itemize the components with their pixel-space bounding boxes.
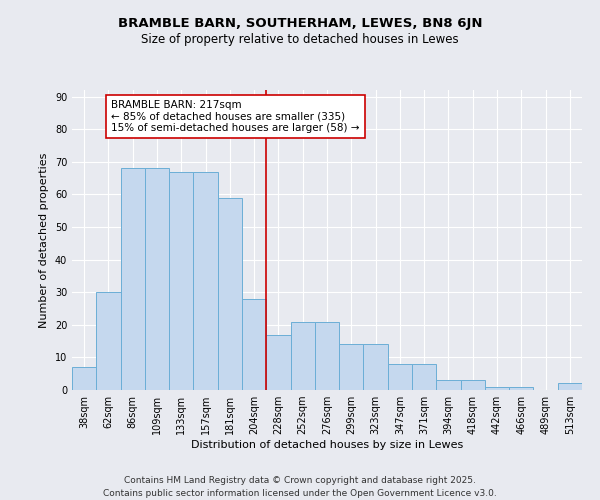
Bar <box>485 386 509 390</box>
Bar <box>412 364 436 390</box>
Bar <box>364 344 388 390</box>
Text: Contains HM Land Registry data © Crown copyright and database right 2025.
Contai: Contains HM Land Registry data © Crown c… <box>103 476 497 498</box>
X-axis label: Distribution of detached houses by size in Lewes: Distribution of detached houses by size … <box>191 440 463 450</box>
Bar <box>96 292 121 390</box>
Bar <box>169 172 193 390</box>
Bar <box>290 322 315 390</box>
Y-axis label: Number of detached properties: Number of detached properties <box>39 152 49 328</box>
Bar <box>461 380 485 390</box>
Bar <box>193 172 218 390</box>
Bar <box>509 386 533 390</box>
Bar <box>218 198 242 390</box>
Bar <box>145 168 169 390</box>
Text: Size of property relative to detached houses in Lewes: Size of property relative to detached ho… <box>141 32 459 46</box>
Bar <box>315 322 339 390</box>
Text: BRAMBLE BARN: 217sqm
← 85% of detached houses are smaller (335)
15% of semi-deta: BRAMBLE BARN: 217sqm ← 85% of detached h… <box>111 100 359 133</box>
Bar <box>436 380 461 390</box>
Bar <box>339 344 364 390</box>
Bar <box>266 334 290 390</box>
Bar <box>242 298 266 390</box>
Bar <box>72 367 96 390</box>
Bar <box>558 384 582 390</box>
Bar <box>121 168 145 390</box>
Bar <box>388 364 412 390</box>
Text: BRAMBLE BARN, SOUTHERHAM, LEWES, BN8 6JN: BRAMBLE BARN, SOUTHERHAM, LEWES, BN8 6JN <box>118 18 482 30</box>
